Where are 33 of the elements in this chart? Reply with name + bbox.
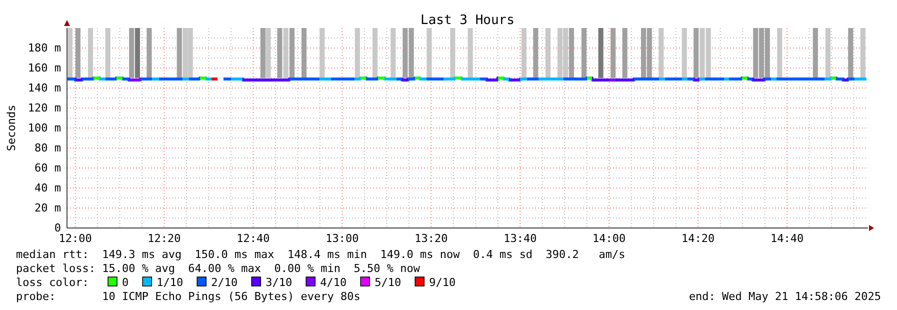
y-tick-label: 140 m — [28, 82, 62, 95]
y-tick-label: 20 m — [34, 202, 62, 215]
x-tick-label: 14:20 — [681, 232, 715, 245]
x-tick-label: 12:40 — [236, 232, 270, 245]
text: probe: 10 ICMP Echo Pings (56 Bytes) every 80s — [16, 290, 360, 303]
legend-title: loss color: — [16, 276, 89, 289]
text: packet loss: 15.00 % avg 64.00 % max 0.00 % min 5.50 % now — [16, 262, 420, 275]
x-tick-label: 14:40 — [770, 232, 804, 245]
x-tick-label: 12:00 — [58, 232, 92, 245]
x-tick-label: 13:00 — [326, 232, 359, 245]
y-axis-title: Seconds — [5, 104, 18, 152]
y-tick-label: 60 m — [34, 162, 62, 175]
legend-label: 2/10 — [211, 276, 238, 289]
legend-label: 4/10 — [320, 276, 347, 289]
legend-label: 9/10 — [429, 276, 456, 289]
y-tick-label: 40 m — [34, 182, 62, 195]
text: end: Wed May 21 14:58:06 2025 — [688, 290, 881, 303]
text: median rtt: 149.3 ms avg 150.0 ms max 148.4 ms min 149.0 ms now 0.4 ms sd 390.2 am/s — [16, 248, 626, 261]
x-tick-label: 13:40 — [504, 232, 537, 245]
x-tick-label: 13:20 — [414, 232, 448, 245]
y-tick-label: 100 m — [28, 122, 62, 135]
legend-label: 0 — [122, 276, 129, 289]
y-tick-label: 80 m — [34, 142, 62, 155]
x-tick-label: 12:20 — [148, 232, 181, 245]
legend-label: 5/10 — [374, 276, 402, 289]
x-tick-label: 14:00 — [592, 232, 626, 245]
y-tick-label: 180 m — [28, 42, 62, 55]
y-tick-label: 160 m — [28, 62, 62, 75]
legend-label: 3/10 — [266, 276, 292, 289]
legend-label: 1/10 — [156, 276, 184, 289]
y-tick-label: 120 m — [28, 102, 62, 115]
y-tick-label: 0 — [54, 222, 61, 235]
chart-title: Last 3 Hours — [420, 13, 514, 28]
